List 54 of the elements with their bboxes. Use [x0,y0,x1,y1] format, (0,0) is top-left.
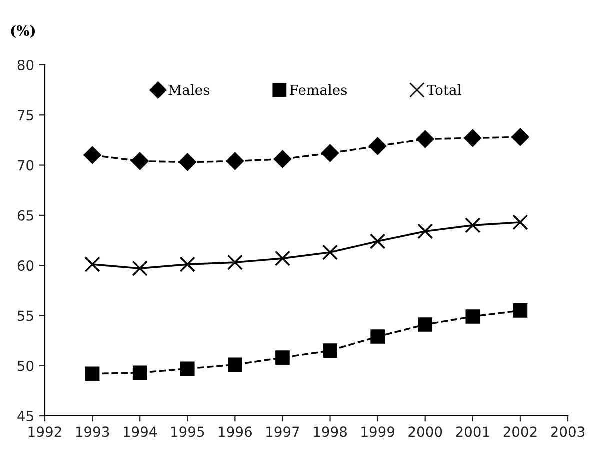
y-tick-label: 45 [18,411,34,422]
point [274,250,291,266]
x-tick-label: 2000 [408,426,442,438]
point [418,318,433,332]
y-tick-label: 55 [18,310,34,322]
x-tick-label: 1993 [76,426,110,438]
y-tick-label: 65 [18,210,34,221]
x-tick-label: 2001 [456,426,490,438]
point [323,344,338,358]
point [274,150,292,168]
y-axis-title: (%) [11,25,36,38]
point [466,310,480,324]
point [276,350,290,365]
point [132,260,148,276]
legend-label: Males [168,84,210,96]
point [180,362,195,376]
point [416,130,434,148]
x-tick-label: 1997 [266,426,300,438]
point [322,244,338,260]
y-tick-label: 60 [18,260,34,272]
x-tick-label: 1994 [124,426,157,438]
x-tick-label: 1996 [219,426,252,438]
point [227,254,244,270]
point [178,154,196,172]
point [228,358,242,372]
point [369,137,387,155]
point [84,256,100,272]
point [512,128,530,146]
x-tick-label: 1998 [314,426,347,438]
legend-label: Females [290,84,348,96]
point [513,304,528,318]
point [512,214,528,230]
x-tick-label: 1995 [171,426,204,438]
point [132,366,148,380]
point [322,144,340,162]
point [131,152,149,170]
y-tick-label: 75 [18,110,34,121]
y-tick-label: 80 [18,60,34,70]
legend-label: Total [427,84,462,96]
x-tick-label: 1992 [28,426,62,438]
point [465,218,481,234]
point [226,152,244,170]
point [370,234,386,250]
x-tick-label: 1999 [362,426,395,438]
point [180,256,196,272]
point [84,146,102,164]
x-tick-label: 2003 [551,426,585,438]
point [370,330,385,344]
point [418,224,434,240]
y-tick-label: 50 [18,360,34,372]
point [464,129,482,147]
y-tick-label: 70 [18,160,34,171]
x-tick-label: 2002 [504,426,537,438]
point [85,366,100,382]
